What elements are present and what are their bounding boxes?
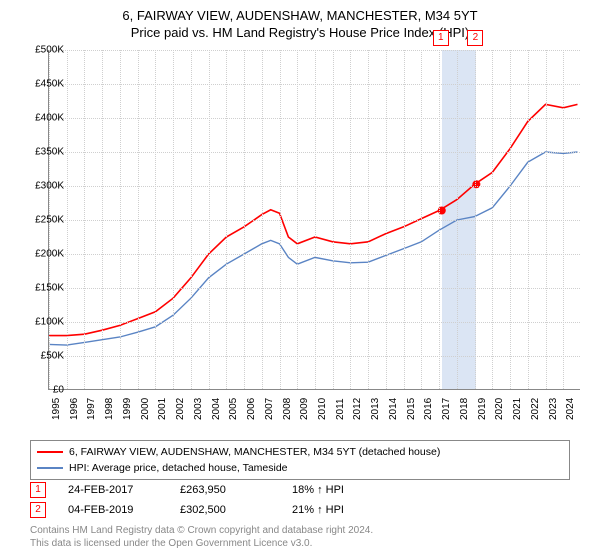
gridline-v [510,50,511,389]
y-axis-label: £350K [35,147,64,158]
x-axis-label: 2015 [406,398,417,420]
x-axis-label: 2022 [530,398,541,420]
x-axis-label: 2024 [565,398,576,420]
annotation-delta: 21% ↑ HPI [292,504,382,516]
series-line [49,152,578,345]
gridline-v [350,50,351,389]
gridline-v [262,50,263,389]
x-axis-label: 2017 [441,398,452,420]
chart-plot-area [48,50,580,390]
x-axis-label: 2008 [282,398,293,420]
x-axis-label: 2023 [548,398,559,420]
gridline-v [138,50,139,389]
gridline-v [84,50,85,389]
annotation-date: 24-FEB-2017 [68,484,158,496]
legend-label: HPI: Average price, detached house, Tame… [69,462,288,474]
gridline-v [492,50,493,389]
gridline-v [120,50,121,389]
y-axis-label: £250K [35,215,64,226]
annotation-price: £263,950 [180,484,270,496]
x-axis-label: 2020 [494,398,505,420]
gridline-v [475,50,476,389]
y-axis-label: £400K [35,113,64,124]
gridline-v [226,50,227,389]
gridline-v [546,50,547,389]
annotations-table: 1 24-FEB-2017 £263,950 18% ↑ HPI 2 04-FE… [30,480,382,520]
x-axis-label: 1997 [86,398,97,420]
x-axis-label: 1998 [104,398,115,420]
x-axis-label: 2004 [211,398,222,420]
gridline-v [67,50,68,389]
y-axis-label: £0 [53,385,64,396]
x-axis-label: 2014 [388,398,399,420]
x-axis-label: 1999 [122,398,133,420]
gridline-v [297,50,298,389]
y-axis-label: £300K [35,181,64,192]
gridline-v [333,50,334,389]
gridline-v [191,50,192,389]
x-axis-label: 2007 [264,398,275,420]
annotation-price: £302,500 [180,504,270,516]
gridline-v [209,50,210,389]
annotation-row: 2 04-FEB-2019 £302,500 21% ↑ HPI [30,500,382,520]
x-axis-label: 2010 [317,398,328,420]
x-axis-label: 2005 [228,398,239,420]
footer-line: Contains HM Land Registry data © Crown c… [30,525,570,538]
legend-item: HPI: Average price, detached house, Tame… [37,460,563,476]
x-axis-label: 2006 [246,398,257,420]
x-axis-label: 2016 [423,398,434,420]
x-axis-label: 2011 [335,398,346,420]
x-axis-label: 2019 [477,398,488,420]
annotation-date: 04-FEB-2019 [68,504,158,516]
y-axis-label: £500K [35,45,64,56]
x-axis-label: 2018 [459,398,470,420]
marker-badge: 2 [30,502,46,518]
chart-title: 6, FAIRWAY VIEW, AUDENSHAW, MANCHESTER, … [0,8,600,23]
y-axis-label: £150K [35,283,64,294]
annotation-row: 1 24-FEB-2017 £263,950 18% ↑ HPI [30,480,382,500]
chart-subtitle: Price paid vs. HM Land Registry's House … [0,25,600,40]
x-axis-label: 1996 [69,398,80,420]
marker-badge: 1 [30,482,46,498]
gridline-v [155,50,156,389]
y-axis-label: £50K [41,351,64,362]
gridline-v [244,50,245,389]
annotation-delta: 18% ↑ HPI [292,484,382,496]
gridline-v [102,50,103,389]
y-axis-label: £200K [35,249,64,260]
gridline-v [404,50,405,389]
gridline-v [280,50,281,389]
x-axis-label: 2002 [175,398,186,420]
marker-badge: 1 [433,30,449,46]
legend-swatch [37,467,63,469]
x-axis-label: 2012 [352,398,363,420]
y-axis-label: £100K [35,317,64,328]
x-axis-label: 2003 [193,398,204,420]
gridline-v [386,50,387,389]
legend: 6, FAIRWAY VIEW, AUDENSHAW, MANCHESTER, … [30,440,570,480]
y-axis-label: £450K [35,79,64,90]
gridline-v [563,50,564,389]
footer-line: This data is licensed under the Open Gov… [30,538,570,551]
x-axis-label: 2000 [140,398,151,420]
x-axis-label: 2001 [157,398,168,420]
gridline-v [368,50,369,389]
legend-swatch [37,451,63,453]
gridline-v [173,50,174,389]
gridline-v [439,50,440,389]
x-axis-label: 1995 [51,398,62,420]
footer-attribution: Contains HM Land Registry data © Crown c… [30,525,570,550]
legend-item: 6, FAIRWAY VIEW, AUDENSHAW, MANCHESTER, … [37,444,563,460]
x-axis-label: 2013 [370,398,381,420]
x-axis-label: 2009 [299,398,310,420]
gridline-v [457,50,458,389]
x-axis-label: 2021 [512,398,523,420]
gridline-v [315,50,316,389]
marker-badge: 2 [467,30,483,46]
gridline-v [528,50,529,389]
legend-label: 6, FAIRWAY VIEW, AUDENSHAW, MANCHESTER, … [69,446,440,458]
chart-title-block: 6, FAIRWAY VIEW, AUDENSHAW, MANCHESTER, … [0,0,600,40]
marker-point [472,180,480,188]
gridline-v [421,50,422,389]
